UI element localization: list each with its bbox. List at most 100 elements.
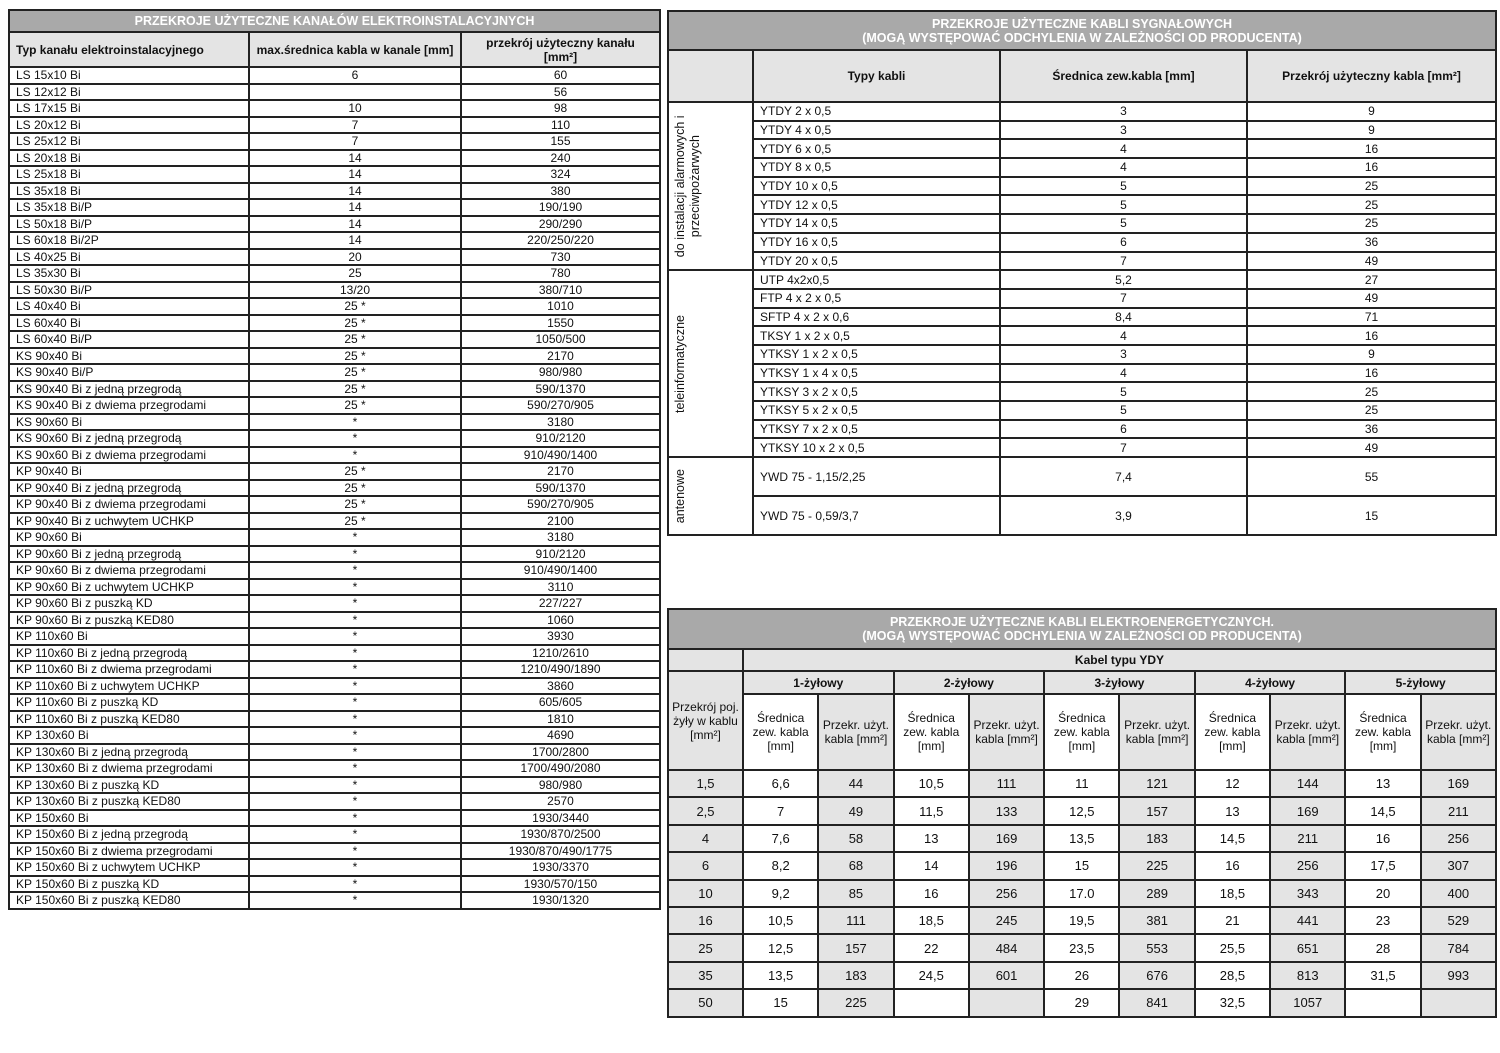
cable-type: YTDY 20 x 0,5	[752, 250, 1001, 272]
col-outer-diameter: Średnica zew.kabla [mm]	[999, 49, 1248, 103]
max-diameter: *	[248, 544, 462, 563]
cable-type: TKSY 1 x 2 x 0,5	[752, 325, 1001, 346]
cable-section: 25	[1245, 381, 1498, 402]
usable-section: 256	[967, 878, 1046, 908]
cable-type-label: Kabel typu YDY	[742, 648, 1497, 672]
table-row: YTDY 12 x 0,5 5 25	[668, 194, 1498, 216]
usable-section: 441	[1269, 905, 1347, 936]
max-diameter: *	[248, 660, 462, 679]
table-row: KP 90x40 Bi z jedną przegrodą 25 * 590/137…	[8, 478, 662, 497]
table-row: LS 17x15 Bi 10 98	[8, 99, 662, 118]
max-diameter: 25 *	[248, 363, 462, 382]
usable-section: 3110	[459, 577, 662, 596]
max-diameter: 25 *	[248, 330, 462, 349]
max-diameter: *	[248, 429, 462, 448]
table-row: 4 7,6 58 13 169 13,5 183 14,5 211 16 256	[667, 823, 1497, 854]
cable-type: YTDY 2 x 0,5	[752, 101, 1001, 122]
core-section: 6	[667, 851, 744, 881]
table-row: YTDY 20 x 0,5 7 49	[668, 250, 1498, 272]
usable-section: 3180	[459, 528, 662, 547]
channel-type: KP 90x60 Bi z dwiema przegrodami	[8, 561, 250, 580]
table-row: KP 150x60 Bi z jedną przegrodą * 1930/870/…	[8, 825, 662, 844]
channel-type: LS 25x18 Bi	[8, 165, 250, 184]
outer-diameter: 28	[1344, 933, 1422, 963]
usable-section: 324	[459, 165, 662, 184]
group-label: do instalacji alarmowych i przeciwpożarw…	[667, 100, 754, 272]
usable-section: 121	[1118, 768, 1196, 799]
channel-type: KP 110x60 Bi z jedną przegrodą	[8, 643, 250, 662]
table-row: LS 12x12 Bi 56	[8, 82, 662, 101]
col-max-diameter: max.średnica kabla w kanale [mm]	[248, 31, 462, 68]
channel-type: KS 90x60 Bi z dwiema przegrodami	[8, 445, 250, 464]
max-diameter: 20	[248, 247, 462, 266]
usable-section: 910/490/1400	[459, 445, 662, 464]
outer-diameter: 4	[999, 325, 1248, 346]
outer-diameter: 13,5	[741, 960, 820, 991]
usable-section: 380	[459, 181, 662, 200]
usable-section: 256	[1269, 851, 1347, 881]
usable-section: 111	[817, 905, 895, 936]
col-cable-section: Przekrój użyteczny kabla [mm²]	[1245, 49, 1498, 103]
channel-type: LS 60x40 Bi	[8, 313, 250, 332]
cable-section: 36	[1245, 418, 1498, 440]
core-section: 10	[667, 878, 744, 908]
table-row: KP 110x60 Bi z puszką KD * 605/605	[8, 693, 662, 712]
table-row: KS 90x40 Bi z jedną przegrodą 25 * 590/137…	[8, 379, 662, 398]
table-row: TKSY 1 x 2 x 0,5 4 16	[668, 325, 1498, 346]
channel-type: KP 90x40 Bi	[8, 462, 250, 481]
outer-diameter: 7	[999, 437, 1248, 459]
channel-type: KP 110x60 Bi	[8, 627, 250, 646]
table-row: KP 130x60 Bi z jedną przegrodą * 1700/2800	[8, 742, 662, 761]
usable-section: 289	[1118, 878, 1196, 908]
sub-diameter: Średnica zew. kabla [mm]	[1043, 693, 1121, 771]
outer-diameter: 8,2	[741, 851, 820, 881]
cable-type: YTDY 12 x 0,5	[752, 194, 1001, 216]
cable-type: YTKSY 1 x 2 x 0,5	[752, 343, 1001, 365]
usable-section: 1060	[459, 610, 662, 629]
table-row: LS 20x12 Bi 7 110	[8, 115, 662, 134]
channel-type: KP 130x60 Bi z jedną przegrodą	[8, 742, 250, 761]
table-row: FTP 4 x 2 x 0,5 7 49	[668, 287, 1498, 309]
usable-section: 590/1370	[459, 478, 662, 497]
channel-type: KS 90x40 Bi z jedną przegrodą	[8, 379, 250, 398]
table-row: KS 90x60 Bi * 3180	[8, 412, 662, 431]
table-row: KP 110x60 Bi z dwiema przegrodami * 1210/4…	[8, 660, 662, 679]
usable-section: 240	[459, 148, 662, 167]
max-diameter: *	[248, 445, 462, 464]
usable-section: 111	[967, 768, 1046, 799]
cable-section: 49	[1245, 250, 1498, 272]
max-diameter: *	[248, 577, 462, 596]
channel-type: KP 150x60 Bi z puszką KED80	[8, 891, 250, 910]
table-row: KS 90x40 Bi 25 * 2170	[8, 346, 662, 365]
table-row: 1,5 6,6 44 10,5 111 11 121 12 144 13 169	[667, 768, 1497, 799]
usable-section: 676	[1118, 960, 1196, 991]
channel-type: KS 90x40 Bi	[8, 346, 250, 365]
max-diameter: *	[248, 858, 462, 877]
channel-type: LS 12x12 Bi	[8, 82, 250, 101]
usable-section: 98	[459, 99, 662, 118]
table-row: YTDY 10 x 0,5 5 25	[668, 175, 1498, 197]
cable-section: 27	[1245, 269, 1498, 290]
outer-diameter: 17.0	[1043, 878, 1121, 908]
usable-section: 730	[459, 247, 662, 266]
sub-diameter: Średnica zew. kabla [mm]	[741, 693, 820, 771]
power-title: PRZEKROJE UŻYTECZNE KABLI ELEKTROENERGET…	[667, 608, 1497, 650]
usable-section: 980/980	[459, 775, 662, 794]
max-diameter: *	[248, 808, 462, 827]
power-title-line2: (MOGĄ WYSTĘPOWAĆ ODCHYLENIA W ZALEŻNOŚCI…	[862, 629, 1302, 643]
core-section: 25	[667, 933, 744, 963]
usable-section: 155	[459, 132, 662, 151]
cable-type: YTKSY 1 x 4 x 0,5	[752, 362, 1001, 384]
table-row: YTKSY 5 x 2 x 0,5 5 25	[668, 400, 1498, 421]
outer-diameter: 23	[1344, 905, 1422, 936]
table-row: LS 35x18 Bi 14 380	[8, 181, 662, 200]
channel-type: KP 110x60 Bi z dwiema przegrodami	[8, 660, 250, 679]
usable-section: 3860	[459, 676, 662, 695]
max-diameter: 25 *	[248, 396, 462, 415]
channel-type: LS 40x25 Bi	[8, 247, 250, 266]
table-row: KS 90x60 Bi z dwiema przegrodami * 910/490…	[8, 445, 662, 464]
table-row: KP 90x40 Bi z uchwytem UCHKP 25 * 2100	[8, 511, 662, 530]
max-diameter: 25 *	[248, 495, 462, 514]
table-row: LS 50x18 Bi/P 14 290/290	[8, 214, 662, 233]
channel-type: KP 150x60 Bi z dwiema przegrodami	[8, 841, 250, 860]
